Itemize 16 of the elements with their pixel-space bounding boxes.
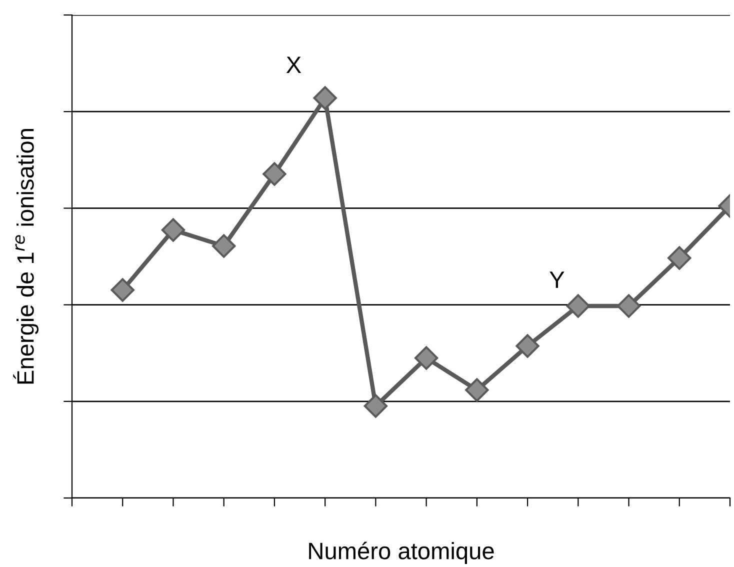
point <box>262 162 286 186</box>
y-axis-title: Énergie de 1$^{re}$ ionisation <box>13 129 39 384</box>
point <box>668 246 692 270</box>
point <box>414 346 438 370</box>
text: X <box>286 56 302 73</box>
annotation: Y <box>550 272 564 288</box>
point <box>313 86 337 110</box>
x-axis-title: Numéro atomique <box>309 542 494 564</box>
point <box>110 278 134 302</box>
point <box>161 218 186 242</box>
point <box>566 294 590 318</box>
point <box>616 294 641 318</box>
point <box>516 334 540 358</box>
point <box>465 378 489 402</box>
point <box>212 234 236 258</box>
point <box>364 394 388 418</box>
